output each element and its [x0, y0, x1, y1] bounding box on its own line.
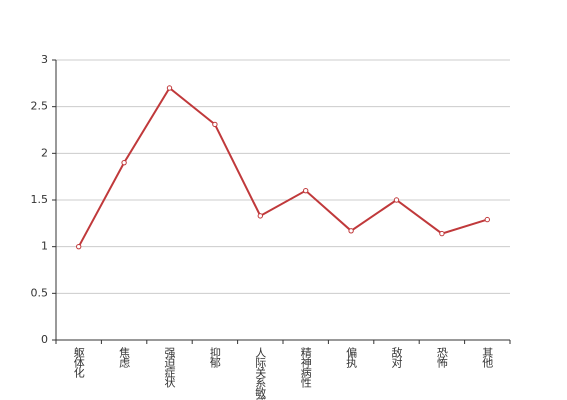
x-tick-label: 焦虑: [118, 347, 131, 368]
y-tick-label: 3: [41, 53, 48, 66]
x-tick-label: 抑郁: [208, 346, 221, 368]
x-tick-label: 精神病性: [299, 347, 312, 389]
point: [303, 187, 309, 194]
x-tick-label: 强迫症状: [163, 347, 176, 388]
point: [257, 213, 263, 219]
x-tick-label: 敌对: [390, 346, 403, 368]
x-tick-label: 人际关系敏感: [254, 347, 267, 400]
x-tick-label: 偏执: [345, 346, 358, 369]
y-tick-label: 2: [41, 146, 48, 159]
x-tick-label: 躯体化: [72, 347, 85, 379]
point: [348, 228, 354, 234]
y-tick-label: 1.5: [31, 193, 49, 206]
point: [212, 121, 218, 128]
point: [484, 216, 490, 223]
x-tick-label: 恐怖: [435, 347, 448, 368]
point: [439, 230, 445, 237]
y-tick-label: 2.5: [31, 100, 49, 113]
x-tick-label: 其他: [481, 347, 494, 368]
series-line: [77, 86, 488, 248]
point: [121, 159, 127, 166]
y-tick-label: 0.5: [31, 286, 49, 299]
point: [76, 243, 82, 250]
point: [393, 197, 400, 203]
point: [166, 85, 173, 91]
y-tick-label: 1: [41, 240, 48, 253]
y-tick-label: 0: [41, 333, 48, 346]
